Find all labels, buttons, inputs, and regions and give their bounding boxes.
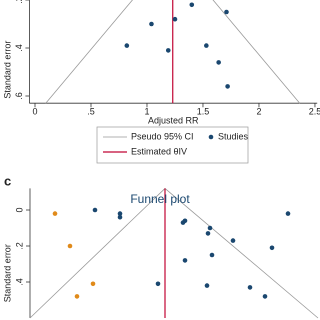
point (90, 281, 96, 287)
point (205, 231, 211, 236)
point (247, 285, 253, 290)
y-tick-label: .2 (14, 242, 24, 250)
point (225, 84, 230, 89)
panel-label: c (4, 173, 11, 188)
point (262, 294, 268, 299)
x-axis-label: Adjusted RR (148, 116, 199, 126)
legend-label: Studies (218, 131, 249, 141)
point (230, 238, 236, 243)
pseudo-ci (29, 188, 166, 319)
point (117, 214, 123, 220)
point (74, 294, 80, 299)
point (204, 283, 210, 288)
y-axis-label: Standard error (2, 244, 12, 302)
point (165, 48, 171, 53)
point (209, 252, 215, 258)
x-tick-label: 0 (32, 107, 37, 117)
x-tick-label: 2 (256, 107, 261, 117)
pseudo-ci (212, 0, 301, 104)
x-tick-label: .5 (87, 107, 95, 117)
legend-label: Estimated θIV (131, 146, 187, 156)
point (149, 21, 154, 27)
legend-dot (208, 134, 214, 140)
legend-box (96, 126, 249, 164)
y-axis-label: Standard error (2, 41, 12, 99)
point (207, 225, 213, 231)
chart-title: Funnel plot (130, 192, 190, 206)
point (189, 2, 195, 8)
point (172, 16, 178, 22)
point (67, 243, 73, 249)
point (124, 43, 130, 48)
y-tick-label: .4 (14, 44, 24, 52)
point (224, 9, 229, 15)
pseudo-ci (45, 0, 133, 104)
x-tick-label: 1.5 (197, 107, 210, 117)
point (92, 207, 98, 213)
point (285, 211, 291, 216)
point (269, 245, 275, 251)
y-tick-label: .2 (14, 0, 24, 4)
y-tick-label: .4 (14, 278, 24, 286)
legend-label: Pseudo 95% CI (131, 131, 194, 141)
point (52, 211, 58, 216)
x-tick-label: 1 (144, 107, 149, 117)
point (204, 43, 209, 48)
point (117, 211, 123, 216)
point (182, 258, 188, 263)
point (155, 281, 161, 287)
point (182, 218, 188, 224)
y-tick-label: .6 (14, 92, 24, 100)
x-tick-label: 2.5 (309, 107, 320, 117)
point (216, 60, 221, 65)
y-tick-label: 0 (14, 207, 24, 212)
pseudo-ci (164, 188, 319, 319)
